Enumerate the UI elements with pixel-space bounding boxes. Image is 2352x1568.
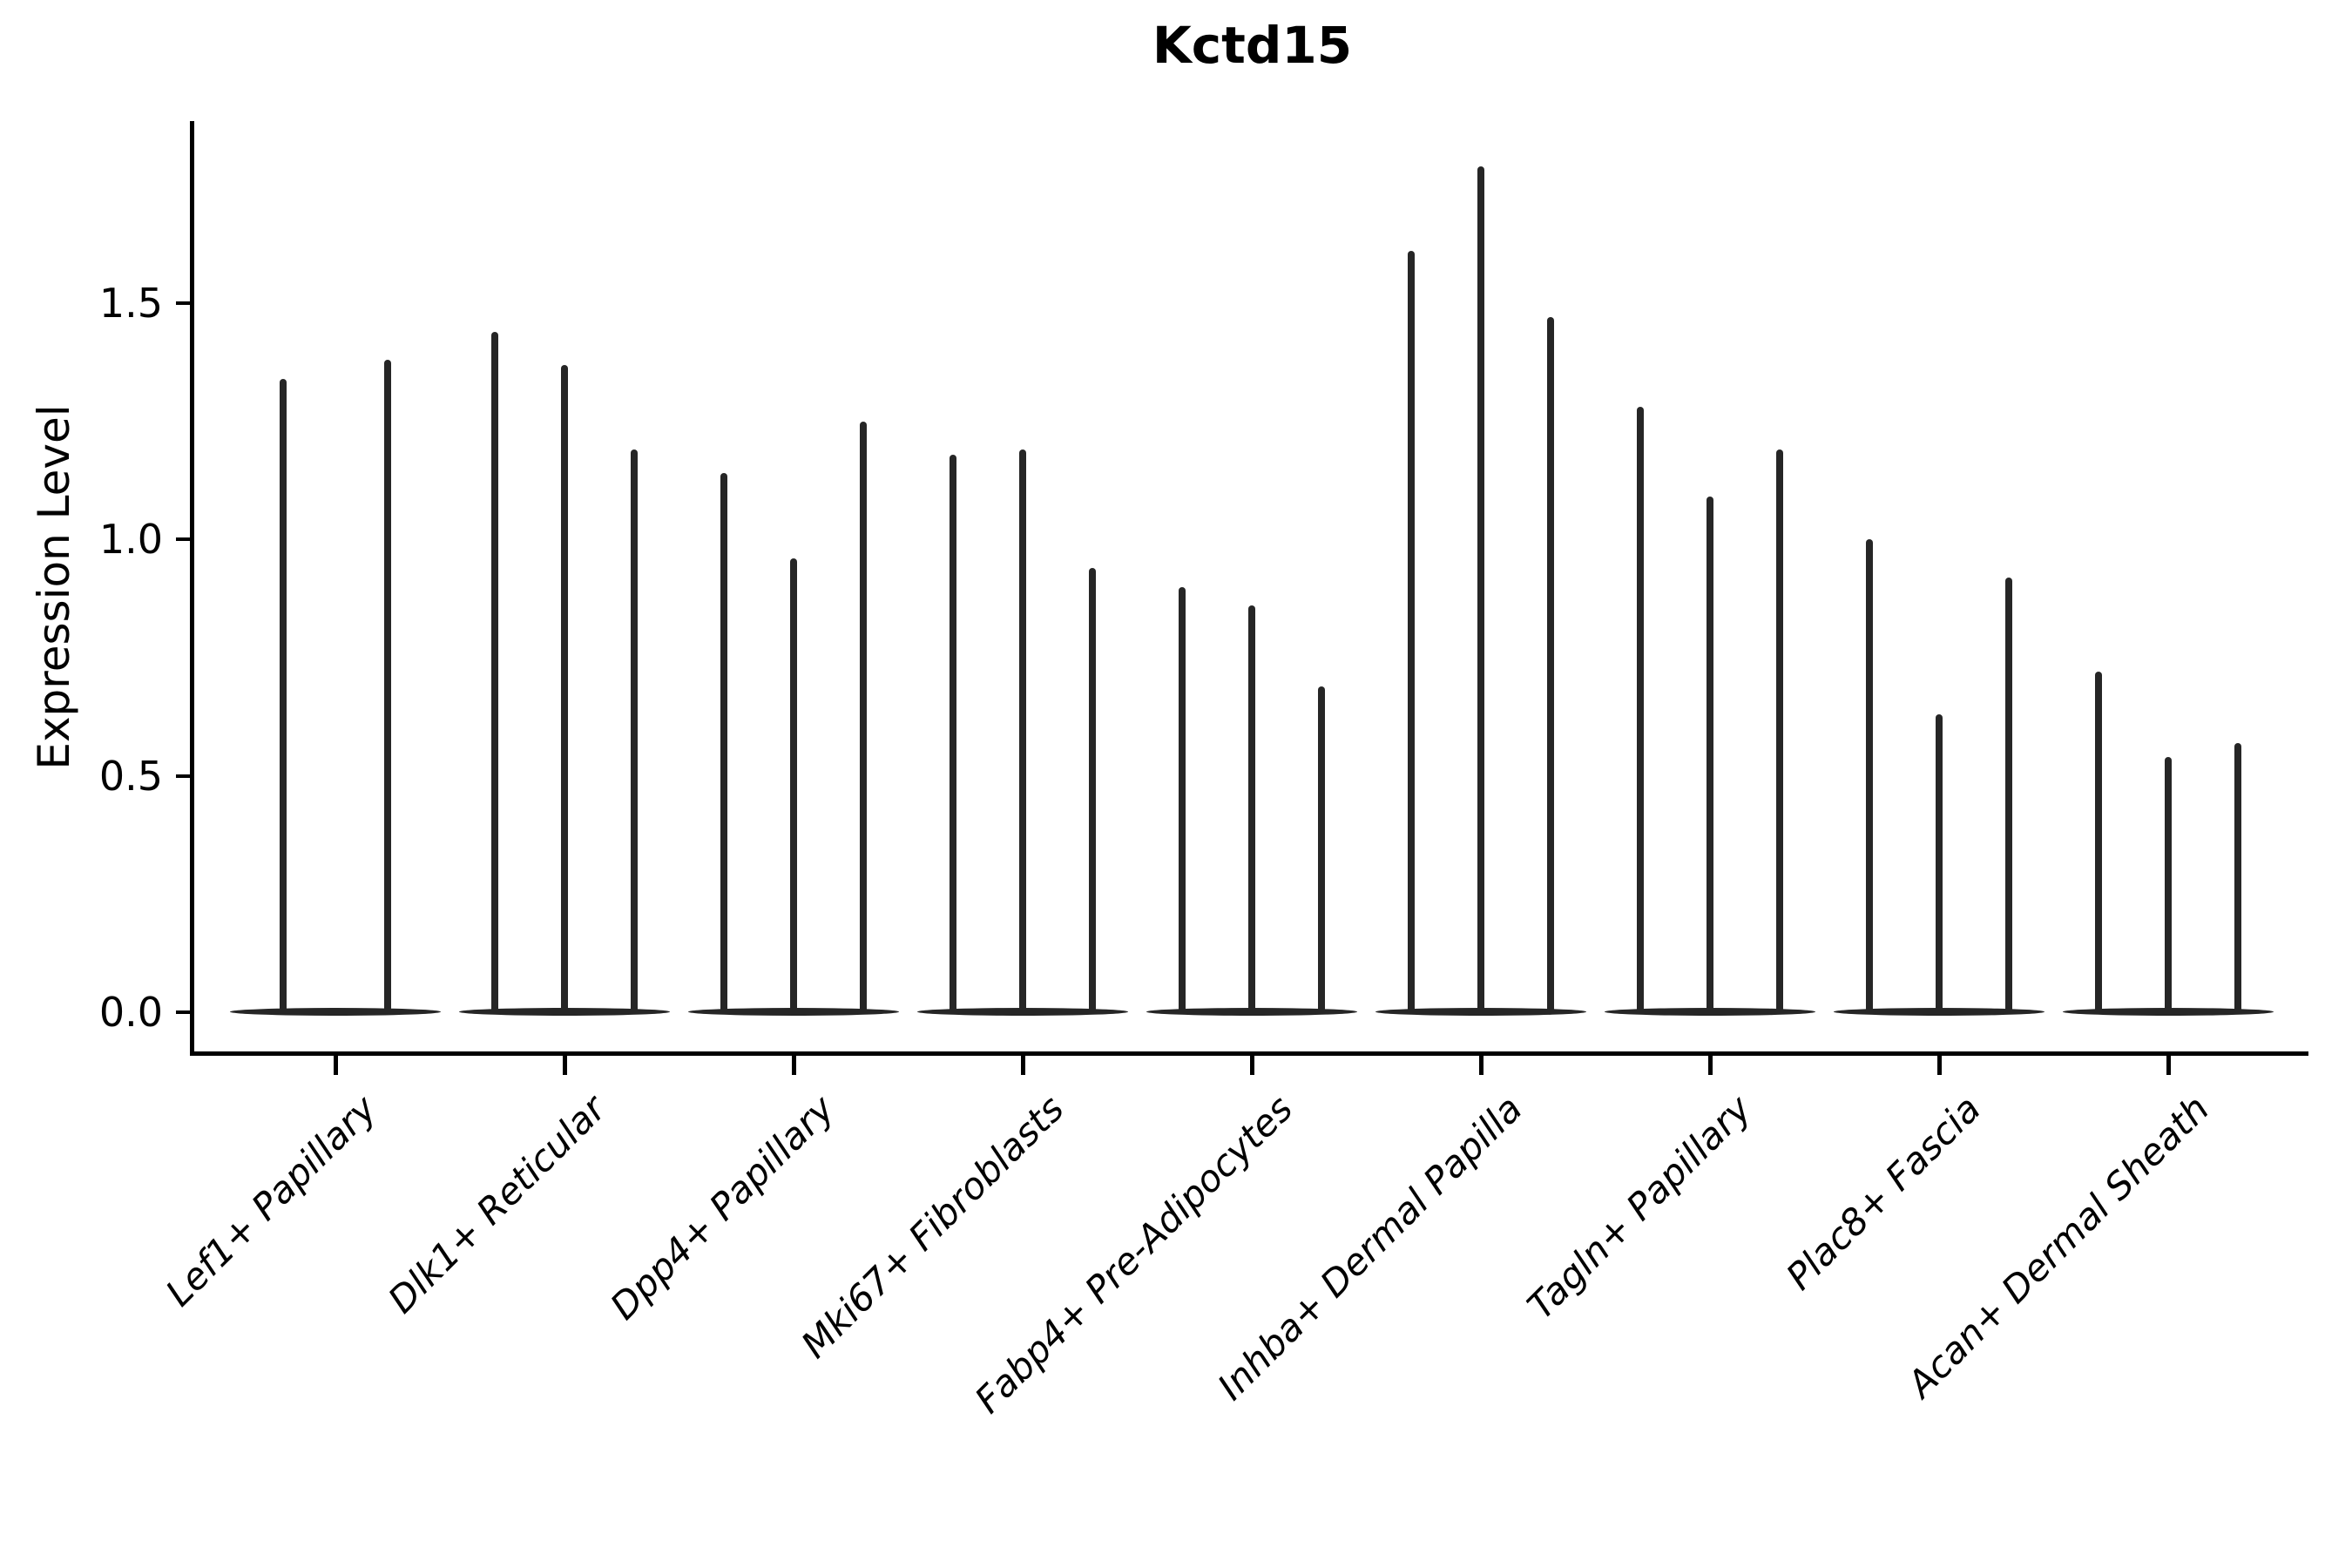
violin-spike <box>790 558 797 1014</box>
y-tick-mark <box>176 774 190 778</box>
violin-spike <box>280 378 287 1014</box>
violin-spike <box>1019 449 1026 1014</box>
x-category-label: Mki67+ Fibroblasts <box>793 1087 1072 1367</box>
violin-spike <box>1547 317 1554 1014</box>
violin-spike <box>1089 567 1096 1014</box>
y-axis-label: Expression Level <box>29 404 79 770</box>
violin-spike <box>2095 672 2102 1014</box>
x-category-label: Plac8+ Fascia <box>1777 1087 1989 1299</box>
y-tick-label: 0.5 <box>98 752 163 800</box>
violin-spike <box>1477 166 1484 1014</box>
y-axis-spine <box>190 121 194 1053</box>
violin-spike <box>860 421 867 1014</box>
x-tick-mark <box>563 1056 567 1075</box>
violin-spike <box>2005 577 2012 1014</box>
violin-spike <box>1318 686 1325 1014</box>
x-tick-mark <box>1250 1056 1254 1075</box>
violin-spike <box>1637 407 1644 1014</box>
violin-spike <box>950 454 956 1014</box>
x-tick-mark <box>1937 1056 1942 1075</box>
x-tick-mark <box>792 1056 796 1075</box>
x-category-label: Dpp4+ Papillary <box>602 1087 843 1328</box>
x-axis-spine <box>190 1051 2308 1056</box>
y-tick-mark <box>176 537 190 542</box>
violin-spike <box>1707 497 1713 1014</box>
violin-spike <box>1936 714 1943 1014</box>
y-tick-mark <box>176 301 190 305</box>
x-tick-mark <box>1479 1056 1484 1075</box>
violin-spike <box>720 473 727 1014</box>
violin-spike <box>1248 605 1255 1014</box>
x-tick-mark <box>1708 1056 1713 1075</box>
violin-spike <box>1179 586 1186 1014</box>
violin-spike <box>1408 251 1415 1014</box>
plot-title: Kctd15 <box>1152 16 1353 75</box>
x-category-label: Tagln+ Papillary <box>1518 1087 1760 1328</box>
violin-base <box>230 1007 441 1016</box>
violin-spike <box>1776 449 1783 1014</box>
y-tick-label: 1.0 <box>98 516 163 564</box>
y-tick-label: 0.0 <box>98 989 163 1036</box>
x-category-label: Lef1+ Papillary <box>157 1087 385 1315</box>
violin-spike <box>1866 539 1873 1014</box>
x-tick-mark <box>1021 1056 1025 1075</box>
violin-spike <box>384 360 391 1014</box>
violin-spike <box>2234 742 2241 1014</box>
x-tick-mark <box>334 1056 338 1075</box>
y-tick-mark <box>176 1010 190 1014</box>
y-tick-label: 1.5 <box>98 279 163 327</box>
violin-spike <box>2165 756 2172 1014</box>
x-category-label: Dlk1+ Reticular <box>379 1087 614 1321</box>
x-tick-mark <box>2166 1056 2171 1075</box>
violin-spike <box>491 331 498 1014</box>
violin-spike <box>561 364 568 1014</box>
violin-spike <box>631 449 638 1014</box>
